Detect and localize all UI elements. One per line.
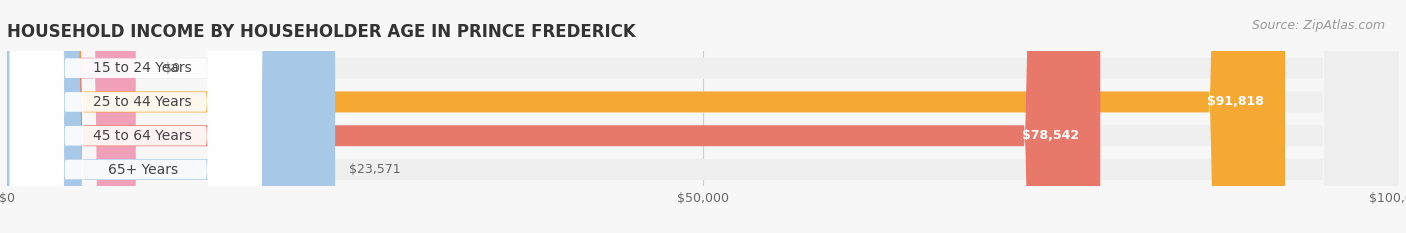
Text: 25 to 44 Years: 25 to 44 Years <box>93 95 193 109</box>
FancyBboxPatch shape <box>7 0 1399 233</box>
FancyBboxPatch shape <box>7 0 1285 233</box>
Text: $23,571: $23,571 <box>349 163 401 176</box>
FancyBboxPatch shape <box>7 0 1399 233</box>
FancyBboxPatch shape <box>10 0 262 233</box>
FancyBboxPatch shape <box>7 0 1399 233</box>
Text: 45 to 64 Years: 45 to 64 Years <box>93 129 193 143</box>
FancyBboxPatch shape <box>10 0 262 233</box>
FancyBboxPatch shape <box>7 0 1399 233</box>
Text: 65+ Years: 65+ Years <box>108 162 177 177</box>
FancyBboxPatch shape <box>7 0 1101 233</box>
Text: Source: ZipAtlas.com: Source: ZipAtlas.com <box>1251 19 1385 32</box>
FancyBboxPatch shape <box>10 0 262 233</box>
Text: $78,542: $78,542 <box>1022 129 1080 142</box>
FancyBboxPatch shape <box>10 0 262 233</box>
FancyBboxPatch shape <box>7 0 136 233</box>
Text: HOUSEHOLD INCOME BY HOUSEHOLDER AGE IN PRINCE FREDERICK: HOUSEHOLD INCOME BY HOUSEHOLDER AGE IN P… <box>7 23 636 41</box>
Text: 15 to 24 Years: 15 to 24 Years <box>93 61 193 75</box>
Text: $91,818: $91,818 <box>1208 96 1264 108</box>
FancyBboxPatch shape <box>7 0 335 233</box>
Text: $0: $0 <box>163 62 180 75</box>
